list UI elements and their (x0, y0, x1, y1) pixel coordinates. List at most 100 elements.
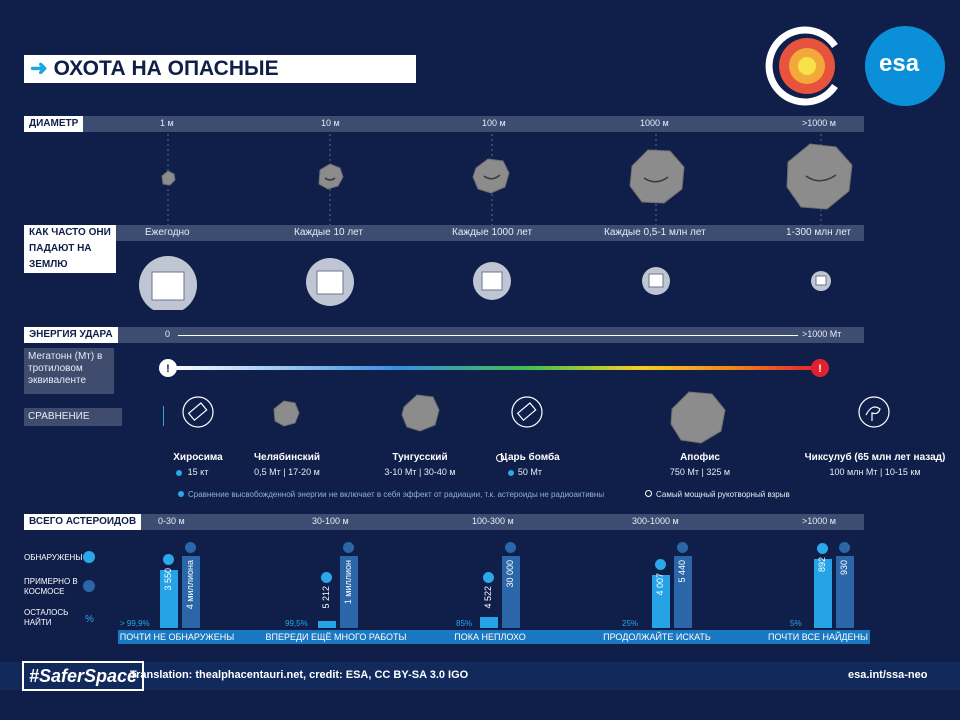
bar-found-4 (814, 559, 832, 628)
totals-label: ВСЕГО АСТЕРОИДОВ (24, 514, 142, 530)
found-asteroid-icon (83, 551, 95, 563)
bar-found-3 (652, 575, 670, 628)
man-made-dot-icon (645, 490, 652, 497)
svg-text:!: ! (166, 363, 170, 375)
bar-total-1 (340, 556, 358, 628)
bomb-hiroshima-icon (182, 396, 214, 428)
space-asteroid-icon (83, 580, 95, 592)
energy-label: ЭНЕРГИЯ УДАРА (24, 327, 118, 343)
cmp-tsar-name: Царь бомба (490, 452, 570, 463)
hashtag: #SaferSpace (22, 661, 145, 691)
bar-total-label-1: 1 миллион (343, 560, 353, 605)
freq-10y: Каждые 10 лет (294, 227, 363, 238)
freq-05-1m: Каждые 0,5-1 млн лет (604, 227, 706, 238)
calendar-icons (139, 256, 831, 310)
svg-text:!: ! (818, 363, 822, 375)
bar-found-2 (480, 617, 498, 628)
bar-total-4 (836, 556, 854, 628)
bomb-tsar-icon (511, 396, 543, 428)
bar-total-label-0: 4 миллиона (185, 560, 195, 610)
range-100-300: 100-300 м (472, 516, 514, 526)
asteroid-space-icon (677, 542, 688, 553)
asteroid-found-icon (163, 554, 174, 565)
asteroid-space-icon (839, 542, 850, 553)
range-gt1000: >1000 м (802, 516, 836, 526)
status-0: ПОЧТИ НЕ ОБНАРУЖЕНЫ (119, 632, 235, 642)
bar-found-label-1: 5 212 (321, 586, 331, 609)
comparison-icons (182, 391, 890, 444)
cmp-chicxulub-name: Чиксулуб (65 млн лет назад) (804, 452, 946, 463)
totals-band (24, 514, 864, 530)
cmp-tsar-value: 50 Мт (490, 467, 570, 477)
pct-left-2: 85% (456, 619, 473, 628)
row-in-space-label: ПРИМЕРНО В КОСМОСЕ (24, 577, 78, 596)
status-band (118, 630, 870, 644)
asteroid-apophis-icon (670, 391, 726, 444)
row-left-label: ОСТАЛОСЬ НАЙТИ (24, 608, 69, 627)
bar-found-label-2: 4 522 (483, 586, 493, 609)
warning-high-icon (811, 359, 829, 377)
cmp-tunguska-name: Тунгусский (392, 452, 448, 463)
frequency-band (24, 225, 864, 241)
man-made-dot-icon (496, 454, 504, 462)
footer-band (0, 662, 960, 690)
asteroid-10m-icon (318, 163, 344, 190)
asteroid-found-icon (817, 543, 828, 554)
comparison-tick (163, 406, 164, 426)
pct-left-1: 99,5% (285, 619, 308, 628)
bar-total-2 (502, 556, 520, 628)
asteroid-space-icon (343, 542, 354, 553)
footer-url[interactable]: esa.int/ssa-neo (848, 669, 928, 681)
cmp-hiroshima-name: Хиросима (173, 452, 223, 463)
row-found-label: ОБНАРУЖЕНЫ (24, 553, 83, 562)
radiation-dot-icon (176, 470, 182, 476)
hazard-target-logo (765, 26, 838, 106)
cmp-chelyabinsk-value: 0,5 Мт | 17-20 м (254, 467, 320, 477)
cmp-apophis-name: Апофис (680, 452, 720, 463)
bar-total-3 (674, 556, 692, 628)
pct-left-3: 25% (622, 619, 639, 628)
asteroid-found-icon (655, 559, 666, 570)
comparison-label: СРАВНЕНИЕ (24, 408, 122, 426)
range-300-1000: 300-1000 м (632, 516, 679, 526)
cmp-hiroshima-value: 15 кт (168, 467, 228, 477)
asteroid-1m-icon (161, 170, 176, 186)
cmp-apophis-value: 750 Мт | 325 м (669, 467, 731, 477)
page-title: ➜ ОХОТА НА ОПАСНЫЕ АСТЕРОИДЫ (24, 55, 416, 108)
range-0-30: 0-30 м (158, 516, 185, 526)
pct-symbol: % (85, 614, 94, 625)
asteroid-1000m-icon (629, 149, 685, 204)
pct-left-0: > 99,9% (120, 619, 150, 628)
radiation-note: Сравнение высвобожденной энергии не вклю… (178, 490, 638, 499)
esa-logo: esa (865, 26, 945, 106)
energy-scale: ! ! (159, 359, 829, 377)
status-2: ПОКА НЕПЛОХО (454, 632, 526, 642)
freq-1-300m: 1-300 млн лет (786, 227, 852, 238)
asteroid-gt1000m-icon (786, 143, 853, 210)
bar-found-label-4: 892 (817, 557, 827, 573)
arrow-right-icon: ➜ (30, 57, 48, 80)
size-1m: 1 м (160, 118, 174, 128)
bar-total-label-2: 30 000 (505, 560, 515, 588)
size-gt1000m: >1000 м (802, 118, 836, 128)
status-3: ПРОДОЛЖАЙТЕ ИСКАТЬ (603, 632, 711, 642)
radiation-dot-icon (178, 491, 184, 497)
dinosaur-icon (858, 396, 890, 428)
bar-total-0 (182, 556, 200, 628)
status-1: ВПЕРЕДИ ЕЩЁ МНОГО РАБОТЫ (265, 632, 407, 642)
man-made-note: Самый мощный рукотворный взрыв (645, 490, 790, 499)
freq-1000y: Каждые 1000 лет (452, 227, 533, 238)
size-100m: 100 м (482, 118, 506, 128)
cmp-tunguska-value: 3-10 Мт | 30-40 м (384, 467, 456, 477)
energy-start: 0 (165, 329, 171, 339)
size-1000m: 1000 м (640, 118, 669, 128)
asteroid-tunguska-icon (401, 394, 440, 432)
asteroid-chelyabinsk-icon (273, 400, 300, 427)
pct-left-4: 5% (790, 619, 802, 628)
size-10m: 10 м (321, 118, 340, 128)
cmp-chelyabinsk-name: Челябинский (253, 452, 320, 463)
diameter-band (24, 116, 864, 132)
frequency-label: КАК ЧАСТО ОНИ ПАДАЮТ НА ЗЕМЛЮ (24, 225, 116, 273)
asteroid-space-icon (185, 542, 196, 553)
bar-total-label-4: 930 (839, 560, 849, 576)
